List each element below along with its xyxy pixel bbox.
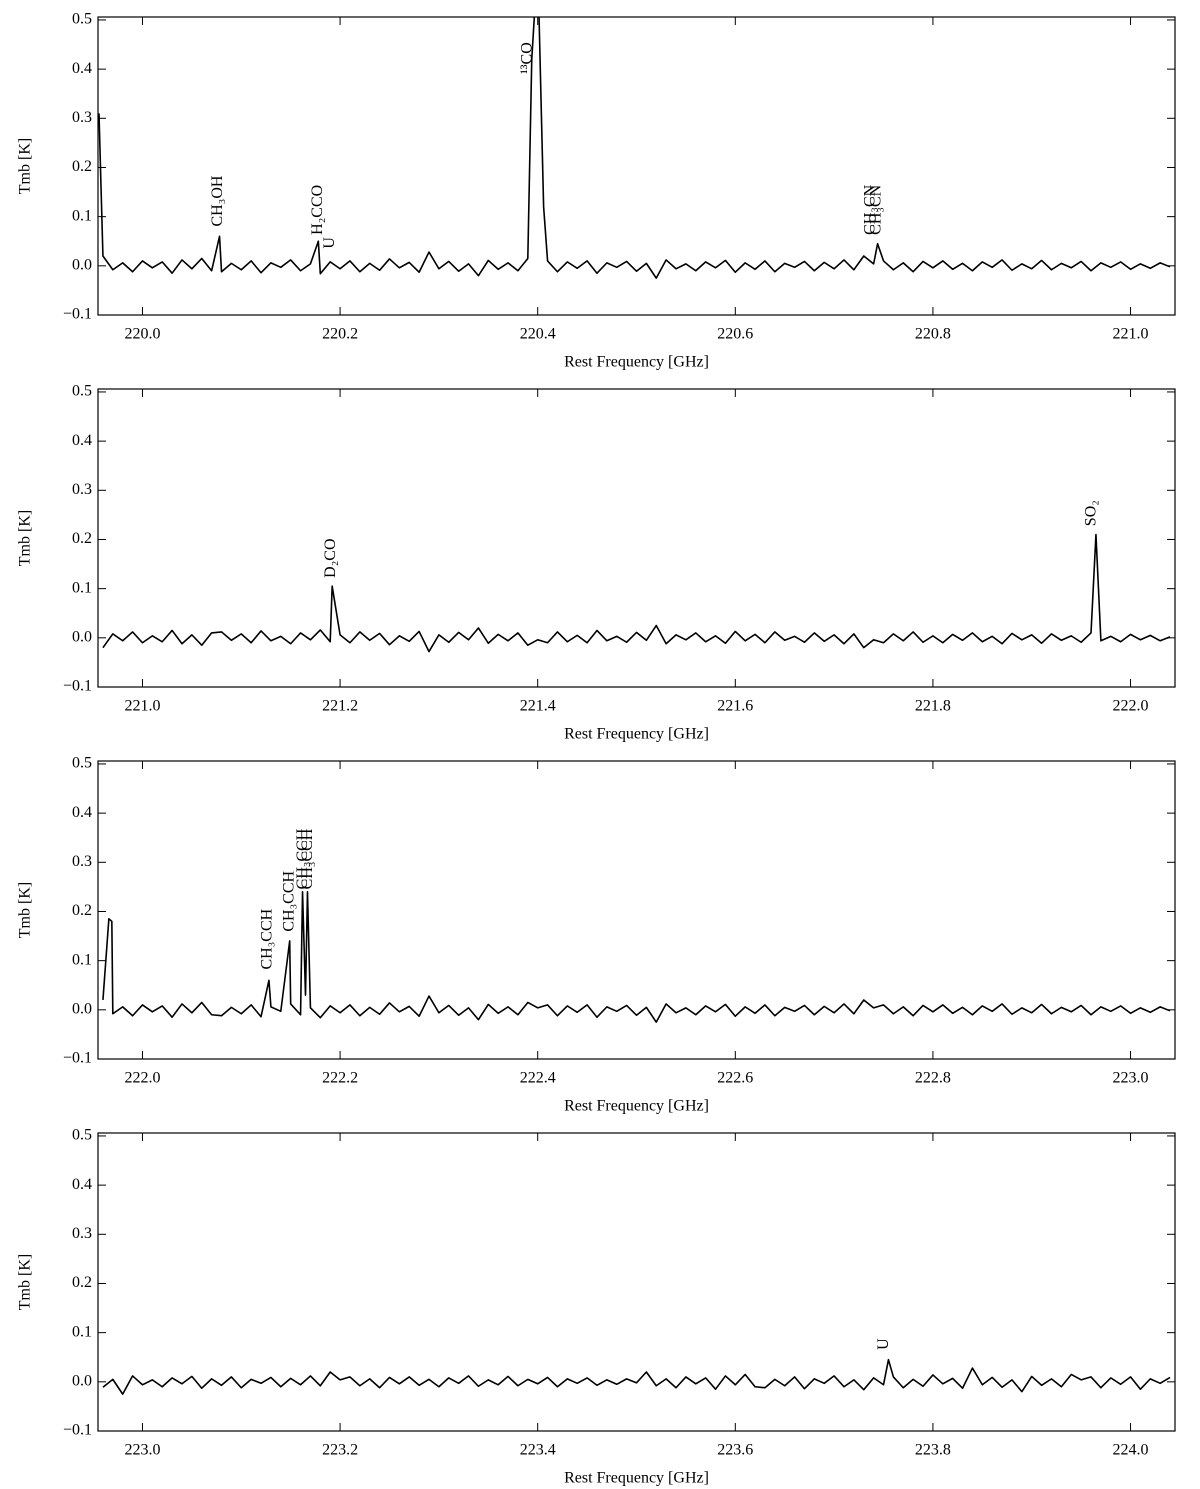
- plot-frame: [97, 16, 1176, 316]
- y-tick-label: 0.5: [72, 11, 92, 28]
- y-tick-label: 0.1: [72, 951, 92, 968]
- panel: 223.0 223.2 223.4 223.6 223.8 224.0 −0.1 0.0 0.1…: [17, 1127, 1176, 1487]
- y-tick-label: 0.4: [72, 1176, 92, 1193]
- x-tick-label: 221.2: [322, 698, 358, 715]
- x-tick-label: 223.6: [717, 1442, 753, 1459]
- y-tick-label: −0.1: [63, 1422, 92, 1439]
- x-tick-label: 221.0: [1113, 326, 1149, 343]
- line-label: CH₃CN: [867, 184, 884, 234]
- x-tick-label: 222.2: [322, 1070, 358, 1087]
- x-axis-label: Rest Frequency [GHz]: [564, 354, 709, 371]
- x-tick-label: 221.6: [717, 698, 753, 715]
- panel: 222.0 222.2 222.4 222.6 222.8 223.0 −0.1 0.0 0.1…: [17, 755, 1176, 1115]
- x-tick-label: 223.0: [1113, 1070, 1149, 1087]
- line-label: CH₃CCH: [299, 828, 316, 889]
- x-tick-label: 222.8: [915, 1070, 951, 1087]
- y-tick-label: 0.1: [72, 207, 92, 224]
- y-axis-label: Tmb [K]: [17, 882, 34, 938]
- x-tick-label: 220.2: [322, 326, 358, 343]
- x-tick-label: 222.4: [520, 1070, 556, 1087]
- x-tick-label: 220.4: [520, 326, 556, 343]
- line-label: D₂CO: [322, 538, 339, 577]
- y-axis-label: Tmb [K]: [17, 510, 34, 566]
- spectrum-line: [102, 891, 1171, 1023]
- x-axis-label: Rest Frequency [GHz]: [564, 1470, 709, 1487]
- line-label: CH₃CCH: [259, 908, 276, 969]
- y-axis-label: Tmb [K]: [17, 138, 34, 194]
- y-tick-label: −0.1: [63, 306, 92, 323]
- plot-frame: [97, 1132, 1176, 1432]
- x-tick-label: 220.8: [915, 326, 951, 343]
- x-tick-label: 222.0: [124, 1070, 160, 1087]
- line-label: SO₂: [1083, 500, 1100, 526]
- y-tick-label: −0.1: [63, 1050, 92, 1067]
- y-tick-label: 0.5: [72, 383, 92, 400]
- y-tick-label: 0.3: [72, 481, 92, 498]
- y-tick-label: 0.4: [72, 60, 92, 77]
- line-label: CH₃CN: [861, 184, 878, 234]
- x-tick-label: 221.8: [915, 698, 951, 715]
- spectrum-line: [98, 17, 1171, 279]
- y-tick-label: 0.4: [72, 432, 92, 449]
- x-tick-label: 223.4: [520, 1442, 556, 1459]
- y-tick-label: 0.3: [72, 1225, 92, 1242]
- spectrum-line: [102, 1358, 1171, 1395]
- y-tick-label: 0.3: [72, 109, 92, 126]
- x-tick-label: 223.2: [322, 1442, 358, 1459]
- x-axis-label: Rest Frequency [GHz]: [564, 726, 709, 743]
- y-tick-label: 0.2: [72, 902, 92, 919]
- y-tick-label: 0.1: [72, 579, 92, 596]
- y-tick-label: 0.4: [72, 804, 92, 821]
- panel: 221.0 221.2 221.4 221.6 221.8 222.0 −0.1 0.0 0.1…: [17, 383, 1176, 743]
- panel: 220.0 220.2 220.4 220.6 220.8 221.0 −0.1 0.0 0.1…: [17, 11, 1176, 371]
- plot-frame: [97, 760, 1176, 1060]
- y-tick-label: 0.2: [72, 1274, 92, 1291]
- x-tick-label: 220.0: [124, 326, 160, 343]
- y-tick-label: −0.1: [63, 678, 92, 695]
- line-label: CH₃CCH: [280, 870, 297, 931]
- x-tick-label: 221.4: [520, 698, 556, 715]
- y-tick-label: 0.0: [72, 1000, 92, 1017]
- x-tick-label: 224.0: [1113, 1442, 1149, 1459]
- line-label: CH₃OH: [209, 175, 226, 226]
- x-tick-label: 222.6: [717, 1070, 753, 1087]
- y-tick-label: 0.0: [72, 628, 92, 645]
- x-axis-label: Rest Frequency [GHz]: [564, 1098, 709, 1115]
- line-label: H₂CCO: [309, 185, 326, 235]
- y-tick-label: 0.5: [72, 1127, 92, 1144]
- x-tick-label: 223.8: [915, 1442, 951, 1459]
- x-tick-label: 222.0: [1113, 698, 1149, 715]
- x-tick-label: 220.6: [717, 326, 753, 343]
- line-label: U: [321, 237, 338, 249]
- x-tick-label: 223.0: [124, 1442, 160, 1459]
- y-tick-label: 0.0: [72, 256, 92, 273]
- y-axis-label: Tmb [K]: [17, 1254, 34, 1310]
- y-tick-label: 0.2: [72, 158, 92, 175]
- spectrum-line: [102, 533, 1171, 653]
- plot-frame: [97, 388, 1176, 688]
- y-tick-label: 0.3: [72, 853, 92, 870]
- x-tick-label: 221.0: [124, 698, 160, 715]
- y-tick-label: 0.1: [72, 1323, 92, 1340]
- line-label: CH₃CCH: [294, 828, 311, 889]
- line-label: ¹³CO: [518, 42, 535, 74]
- y-tick-label: 0.5: [72, 755, 92, 772]
- line-label: U: [875, 1338, 892, 1350]
- y-tick-label: 0.2: [72, 530, 92, 547]
- y-tick-label: 0.0: [72, 1372, 92, 1389]
